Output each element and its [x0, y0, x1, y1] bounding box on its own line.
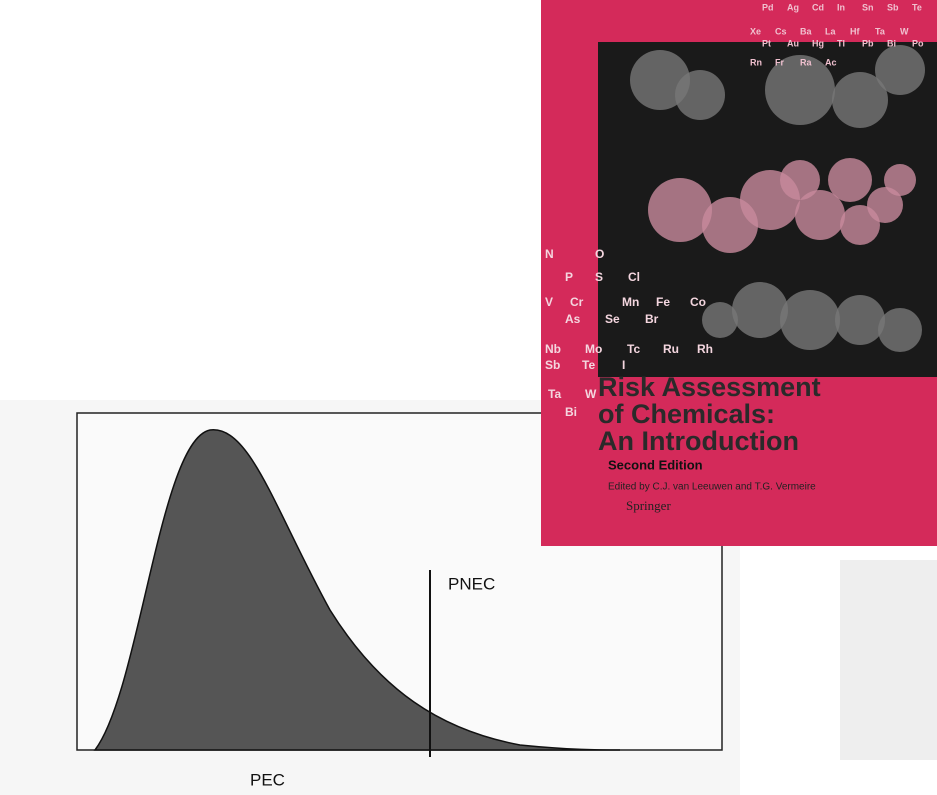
element-symbol: Co — [690, 295, 706, 309]
element-symbol: S — [595, 270, 603, 284]
element-symbol: Fe — [656, 295, 670, 309]
element-symbol: Po — [912, 38, 924, 48]
element-symbol: Te — [912, 2, 922, 12]
sphere — [732, 282, 788, 338]
sphere — [835, 295, 885, 345]
element-symbol: Ac — [825, 57, 837, 67]
element-symbol: Pt — [762, 38, 771, 48]
element-symbol: Cs — [775, 26, 787, 36]
publisher: Springer — [626, 498, 671, 513]
book-title: of Chemicals: — [598, 399, 775, 429]
element-symbol: Bi — [565, 405, 577, 419]
element-symbol: Ag — [787, 2, 799, 12]
element-symbol: Se — [605, 312, 620, 326]
element-symbol: Nb — [545, 342, 561, 356]
editors: Edited by C.J. van Leeuwen and T.G. Verm… — [608, 482, 816, 493]
element-symbol: Tl — [837, 38, 845, 48]
element-symbol: As — [565, 312, 581, 326]
sphere — [878, 308, 922, 352]
element-symbol: Hf — [850, 26, 860, 36]
element-symbol: La — [825, 26, 836, 36]
sphere — [675, 70, 725, 120]
element-symbol: I — [622, 358, 625, 372]
element-symbol: P — [565, 270, 573, 284]
sphere — [828, 158, 872, 202]
sphere — [780, 290, 840, 350]
element-symbol: Bi — [887, 38, 896, 48]
scene: PNEC PEC Pd Ag Cd In Sn Sb Te Xe Cs Ba La Hf Ta W Pt Au… — [0, 0, 937, 795]
book-title: Risk Assessment — [598, 372, 821, 402]
element-symbol: Cl — [628, 270, 640, 284]
element-symbol: V — [545, 295, 553, 309]
element-symbol: Ta — [548, 387, 561, 401]
element-symbol: N — [545, 247, 554, 261]
element-symbol: Ta — [875, 26, 886, 36]
book-cover: Pd Ag Cd In Sn Sb Te Xe Cs Ba La Hf Ta W Pt Au Hg Tl Pb Bi P… — [541, 0, 937, 546]
element-symbol: Cd — [812, 2, 824, 12]
element-symbol: Rn — [750, 57, 762, 67]
watermark — [840, 560, 937, 760]
element-symbol: Xe — [750, 26, 761, 36]
element-symbol: Mo — [585, 342, 602, 356]
element-symbol: Pd — [762, 2, 774, 12]
element-symbol: Cr — [570, 295, 584, 309]
element-symbol: Tc — [627, 342, 640, 356]
element-symbol: Ru — [663, 342, 679, 356]
element-symbol: O — [595, 247, 604, 261]
threshold-label: PNEC — [448, 574, 495, 593]
book-title: An Introduction — [598, 426, 799, 456]
edition: Second Edition — [608, 457, 703, 472]
element-symbol: Te — [582, 358, 595, 372]
sphere — [780, 160, 820, 200]
sphere — [884, 164, 916, 196]
element-symbol: Sn — [862, 2, 874, 12]
element-symbol: W — [585, 387, 597, 401]
element-symbol: Ra — [800, 57, 812, 67]
element-symbol: Ba — [800, 26, 812, 36]
sphere — [875, 45, 925, 95]
element-symbol: In — [837, 2, 845, 12]
element-symbol: Sb — [545, 358, 560, 372]
element-symbol: Au — [787, 38, 799, 48]
element-symbol: W — [900, 26, 909, 36]
element-symbol: Br — [645, 312, 659, 326]
element-symbol: Mn — [622, 295, 639, 309]
element-symbol: Rh — [697, 342, 713, 356]
sphere — [702, 302, 738, 338]
element-symbol: Sb — [887, 2, 899, 12]
element-symbol: Pb — [862, 38, 874, 48]
element-symbol: Hg — [812, 38, 824, 48]
element-symbol: Fr — [775, 57, 784, 67]
x-label: PEC — [250, 770, 285, 789]
sphere — [648, 178, 712, 242]
